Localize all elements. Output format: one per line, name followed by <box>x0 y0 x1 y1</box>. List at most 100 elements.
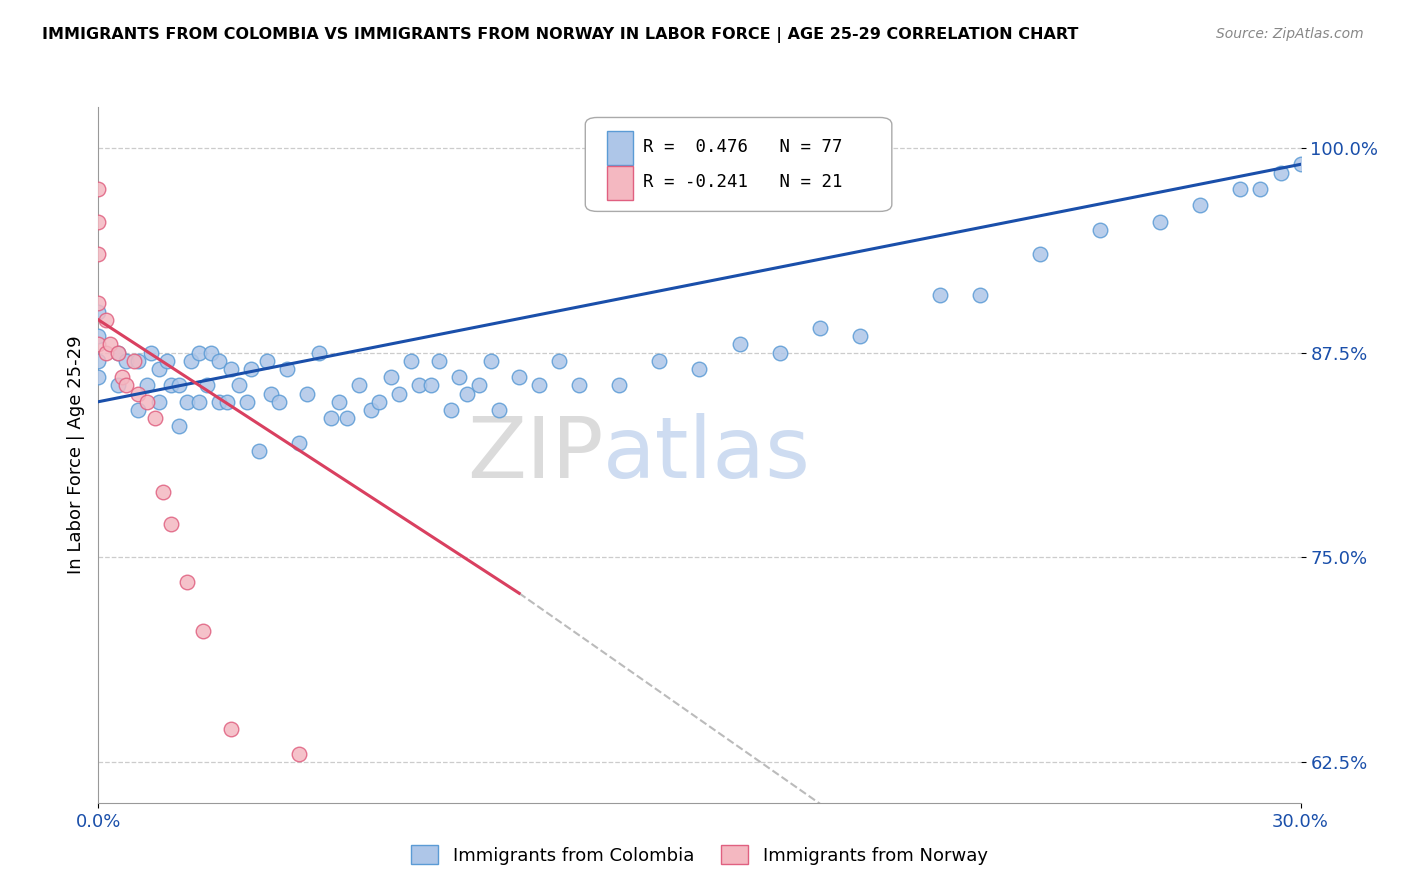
Text: atlas: atlas <box>603 413 811 497</box>
Point <box>420 378 443 392</box>
Point <box>96 345 118 359</box>
Point <box>440 403 463 417</box>
Point <box>360 403 382 417</box>
Point <box>87 296 110 310</box>
Point <box>447 370 470 384</box>
Point <box>148 362 170 376</box>
Point <box>96 313 118 327</box>
Point <box>215 394 238 409</box>
Point <box>124 353 146 368</box>
Point <box>488 403 510 417</box>
Y-axis label: In Labor Force | Age 25-29: In Labor Force | Age 25-29 <box>66 335 84 574</box>
Point <box>929 288 952 302</box>
Point <box>128 386 150 401</box>
Point <box>380 370 402 384</box>
Point <box>808 321 831 335</box>
Point <box>288 747 311 761</box>
Point <box>260 386 283 401</box>
Point <box>728 337 751 351</box>
Point <box>529 378 551 392</box>
Point <box>308 345 330 359</box>
Point <box>187 394 209 409</box>
Point <box>219 722 242 736</box>
Point <box>1250 182 1272 196</box>
Point <box>427 353 450 368</box>
Text: ZIP: ZIP <box>467 413 603 497</box>
Point <box>128 353 150 368</box>
Point <box>1149 214 1171 228</box>
Point <box>208 394 231 409</box>
Point <box>176 394 198 409</box>
Text: R =  0.476   N = 77: R = 0.476 N = 77 <box>643 138 842 156</box>
Point <box>1088 223 1111 237</box>
Point <box>107 345 129 359</box>
Point <box>267 394 290 409</box>
Bar <box>607 166 633 200</box>
Point <box>239 362 262 376</box>
Point <box>1029 247 1052 261</box>
Point <box>180 353 202 368</box>
Point <box>468 378 491 392</box>
Point <box>111 370 134 384</box>
Point <box>167 378 190 392</box>
Point <box>388 386 411 401</box>
Point <box>219 362 242 376</box>
Point <box>187 345 209 359</box>
Point <box>568 378 591 392</box>
Point <box>609 378 631 392</box>
Point <box>155 353 177 368</box>
Point <box>139 345 162 359</box>
Legend: Immigrants from Colombia, Immigrants from Norway: Immigrants from Colombia, Immigrants fro… <box>402 837 997 874</box>
Point <box>295 386 318 401</box>
Point <box>969 288 991 302</box>
Point <box>87 304 110 318</box>
Text: R = -0.241   N = 21: R = -0.241 N = 21 <box>643 173 842 191</box>
Point <box>849 329 872 343</box>
Point <box>408 378 430 392</box>
Point <box>87 214 110 228</box>
Point <box>128 403 150 417</box>
Point <box>208 353 231 368</box>
Point <box>235 394 257 409</box>
Point <box>247 443 270 458</box>
Point <box>548 353 571 368</box>
Bar <box>607 131 633 165</box>
Point <box>1289 157 1312 171</box>
Point <box>1229 182 1251 196</box>
Point <box>479 353 502 368</box>
Point <box>159 517 181 532</box>
Point <box>347 378 370 392</box>
Point <box>195 378 218 392</box>
Point <box>1270 165 1292 179</box>
Point <box>399 353 422 368</box>
Point <box>508 370 530 384</box>
Point <box>87 329 110 343</box>
Point <box>1189 198 1212 212</box>
Point <box>100 337 122 351</box>
Point <box>115 378 138 392</box>
Point <box>456 386 478 401</box>
Point <box>228 378 250 392</box>
Point <box>256 353 278 368</box>
Point <box>148 394 170 409</box>
Text: IMMIGRANTS FROM COLOMBIA VS IMMIGRANTS FROM NORWAY IN LABOR FORCE | AGE 25-29 CO: IMMIGRANTS FROM COLOMBIA VS IMMIGRANTS F… <box>42 27 1078 43</box>
Point <box>191 624 214 638</box>
Point <box>648 353 671 368</box>
Point <box>135 394 157 409</box>
Text: Source: ZipAtlas.com: Source: ZipAtlas.com <box>1216 27 1364 41</box>
Point <box>200 345 222 359</box>
Point <box>143 411 166 425</box>
Point <box>167 419 190 434</box>
FancyBboxPatch shape <box>585 118 891 211</box>
Point <box>176 574 198 589</box>
Point <box>87 370 110 384</box>
Point <box>159 378 181 392</box>
Point <box>328 394 350 409</box>
Point <box>688 362 710 376</box>
Point <box>319 411 342 425</box>
Point <box>276 362 298 376</box>
Point <box>87 182 110 196</box>
Point <box>368 394 391 409</box>
Point <box>115 353 138 368</box>
Point <box>152 484 174 499</box>
